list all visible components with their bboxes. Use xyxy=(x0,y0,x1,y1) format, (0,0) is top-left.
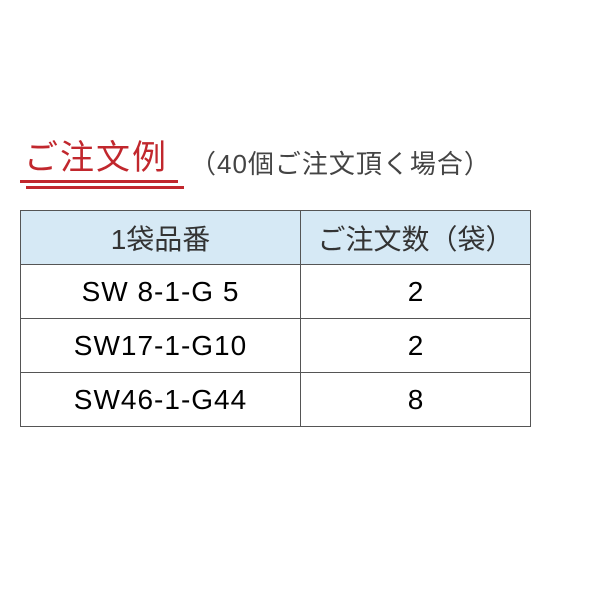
page-title: ご注文例 xyxy=(20,130,172,179)
cell-qty: 8 xyxy=(301,373,531,427)
title-box: ご注文例 xyxy=(20,130,172,187)
col-header-code: 1袋品番 xyxy=(21,211,301,265)
table-row: SW46-1-G44 8 xyxy=(21,373,531,427)
cell-code: SW 8-1-G 5 xyxy=(21,265,301,319)
title-underline-1 xyxy=(20,180,178,183)
cell-qty: 2 xyxy=(301,319,531,373)
col-header-qty: ご注文数（袋） xyxy=(301,211,531,265)
title-underline-2 xyxy=(26,186,184,189)
table-row: SW17-1-G10 2 xyxy=(21,319,531,373)
cell-qty: 2 xyxy=(301,265,531,319)
order-table: 1袋品番 ご注文数（袋） SW 8-1-G 5 2 SW17-1-G10 2 S… xyxy=(20,210,531,427)
cell-code: SW46-1-G44 xyxy=(21,373,301,427)
table-row: SW 8-1-G 5 2 xyxy=(21,265,531,319)
table-header-row: 1袋品番 ご注文数（袋） xyxy=(21,211,531,265)
header-row: ご注文例 （40個ご注文頂く場合） xyxy=(20,130,491,187)
cell-code: SW17-1-G10 xyxy=(21,319,301,373)
page-subtitle: （40個ご注文頂く場合） xyxy=(190,144,491,187)
